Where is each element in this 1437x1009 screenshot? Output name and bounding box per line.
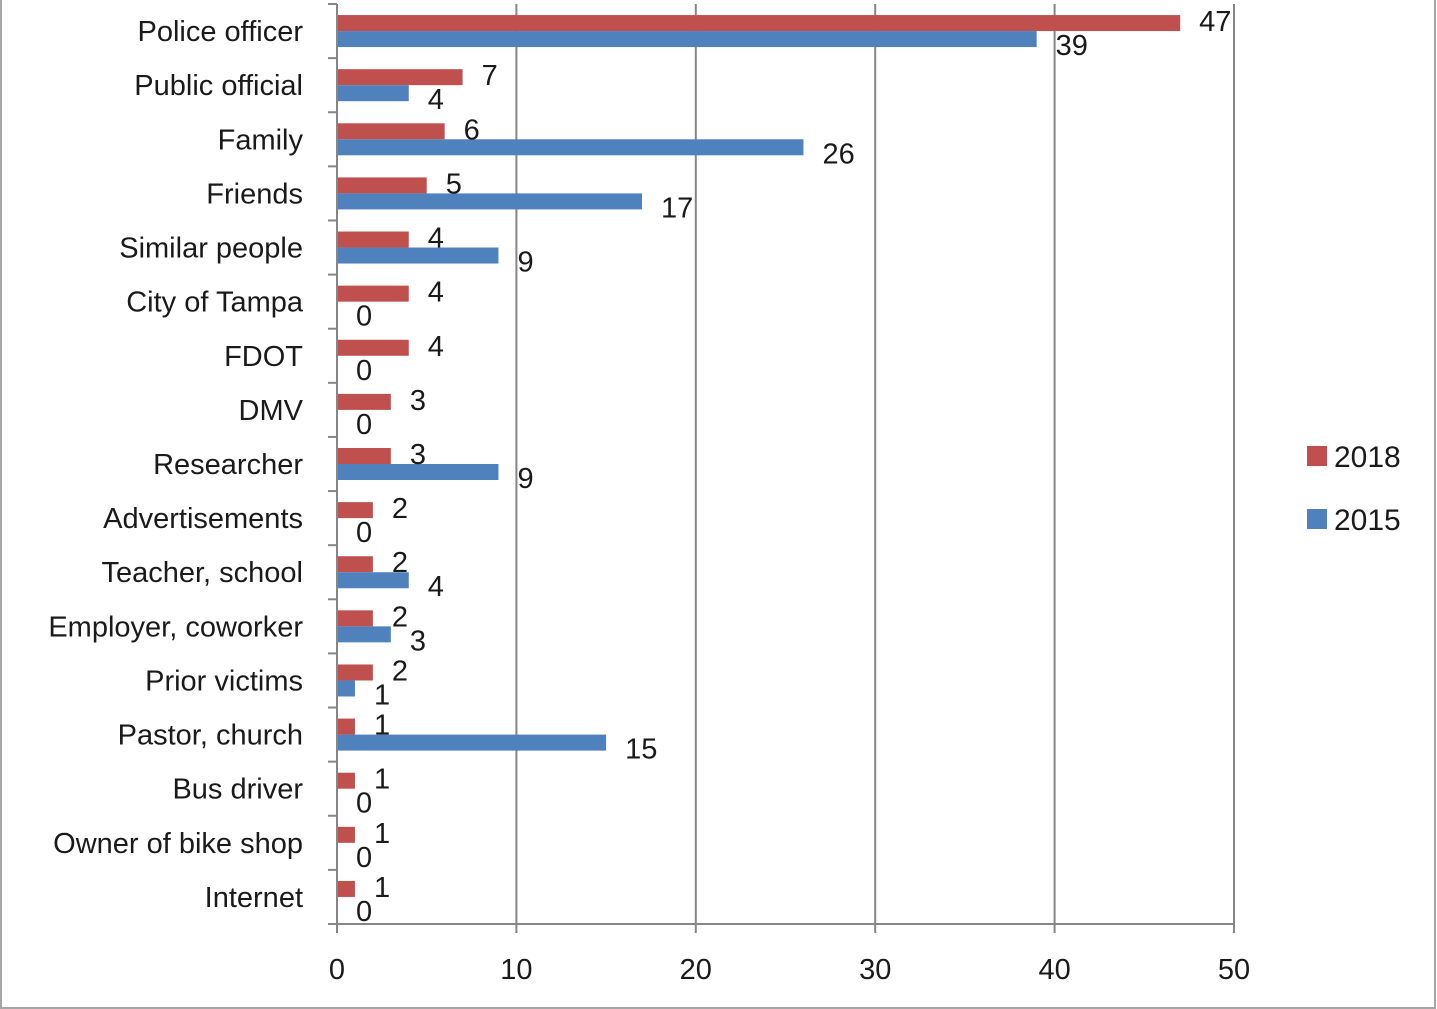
legend-swatch	[1307, 509, 1327, 529]
bar-2015	[337, 193, 642, 210]
bar-2018	[337, 448, 391, 464]
bars	[337, 15, 1181, 897]
category-label: Bus driver	[172, 774, 303, 806]
bar-2018	[337, 502, 373, 519]
category-label: Friends	[206, 178, 303, 210]
bar-2015	[337, 680, 355, 697]
category-label: Pastor, church	[118, 720, 303, 752]
bar-2018	[337, 339, 409, 356]
bar-2015	[337, 247, 499, 264]
data-label-2018: 4	[428, 277, 444, 309]
bar-2018	[337, 826, 355, 843]
bar-2018	[337, 123, 445, 140]
category-label: Family	[218, 124, 304, 156]
data-label-2015: 3	[410, 625, 426, 657]
data-label-2018: 2	[392, 493, 408, 525]
category-label: Similar people	[119, 233, 303, 265]
data-label-2018: 3	[410, 439, 426, 471]
legend-label: 2015	[1334, 504, 1401, 537]
data-label-2015: 26	[822, 138, 854, 170]
data-label-2018: 7	[482, 60, 498, 92]
category-label: FDOT	[224, 341, 303, 373]
category-label: City of Tampa	[126, 287, 304, 319]
bar-2018	[337, 69, 463, 86]
axes	[328, 3, 1235, 933]
x-tick-label: 30	[859, 954, 891, 986]
data-label-2015: 4	[428, 84, 444, 116]
x-tick-label: 40	[1038, 954, 1070, 986]
bar-2018	[337, 880, 355, 897]
data-label-2018: 1	[374, 872, 390, 904]
x-tick-label: 20	[680, 954, 712, 986]
data-label-2015: 9	[517, 463, 533, 495]
data-label-2018: 2	[392, 547, 408, 579]
bar-2018	[337, 664, 373, 681]
bar-2015	[337, 31, 1037, 48]
data-label-2018: 3	[410, 385, 426, 417]
data-label-2018: 6	[464, 114, 480, 146]
category-label: Prior victims	[145, 665, 303, 697]
category-label: Internet	[205, 882, 303, 914]
data-label-2018: 1	[374, 818, 390, 850]
bar-2018	[337, 285, 409, 302]
data-label-2018: 2	[392, 601, 408, 633]
category-label: Advertisements	[103, 503, 303, 535]
bar-2015	[337, 139, 804, 156]
x-tick-label: 10	[500, 954, 532, 986]
data-label-2018: 1	[374, 764, 390, 796]
data-label-2015: 17	[661, 192, 693, 224]
data-label-2015: 0	[356, 409, 372, 441]
bar-2018	[337, 718, 355, 735]
data-label-2015: 0	[356, 788, 372, 820]
category-label: Police officer	[138, 16, 304, 48]
data-label-2015: 15	[625, 734, 657, 766]
bar-2015	[337, 85, 409, 102]
data-label-2015: 0	[356, 355, 372, 387]
data-label-2015: 39	[1056, 30, 1088, 62]
bar-2018	[337, 393, 391, 410]
legend-label: 2018	[1334, 441, 1401, 474]
category-label: Public official	[134, 70, 303, 102]
gridlines	[515, 4, 1235, 924]
data-label-2018: 5	[446, 168, 462, 200]
legend: 2018 2015	[1307, 441, 1401, 537]
category-label: Employer, coworker	[48, 611, 303, 643]
data-label-2015: 0	[356, 517, 372, 549]
bar-2015	[337, 626, 391, 643]
bar-2018	[337, 231, 409, 248]
category-label: Researcher	[153, 449, 303, 481]
data-label-2015: 1	[374, 679, 390, 711]
category-label: Teacher, school	[101, 557, 303, 589]
bar-2018	[337, 772, 355, 789]
data-label-2018: 4	[428, 223, 444, 255]
data-label-2015: 9	[517, 247, 533, 279]
bar-2018	[337, 556, 373, 573]
data-label-2015: 0	[356, 842, 372, 874]
data-label-2018: 1	[374, 710, 390, 742]
category-label: Owner of bike shop	[53, 828, 303, 860]
bar-2015	[337, 734, 607, 751]
bar-2015	[337, 464, 499, 480]
data-label-2018: 2	[392, 655, 408, 687]
data-label-2015: 4	[428, 571, 444, 603]
legend-swatch	[1307, 446, 1327, 466]
bar-2018	[337, 177, 427, 194]
bar-2018	[337, 610, 373, 627]
bar-2015	[337, 572, 409, 589]
x-tick-label: 0	[329, 954, 345, 986]
bar-2018	[337, 15, 1181, 32]
data-label-2015: 0	[356, 896, 372, 928]
data-label-2018: 47	[1199, 6, 1231, 38]
data-label-2015: 0	[356, 301, 372, 333]
x-tick-label: 50	[1218, 954, 1250, 986]
category-label: DMV	[239, 395, 304, 427]
data-label-2018: 4	[428, 331, 444, 363]
